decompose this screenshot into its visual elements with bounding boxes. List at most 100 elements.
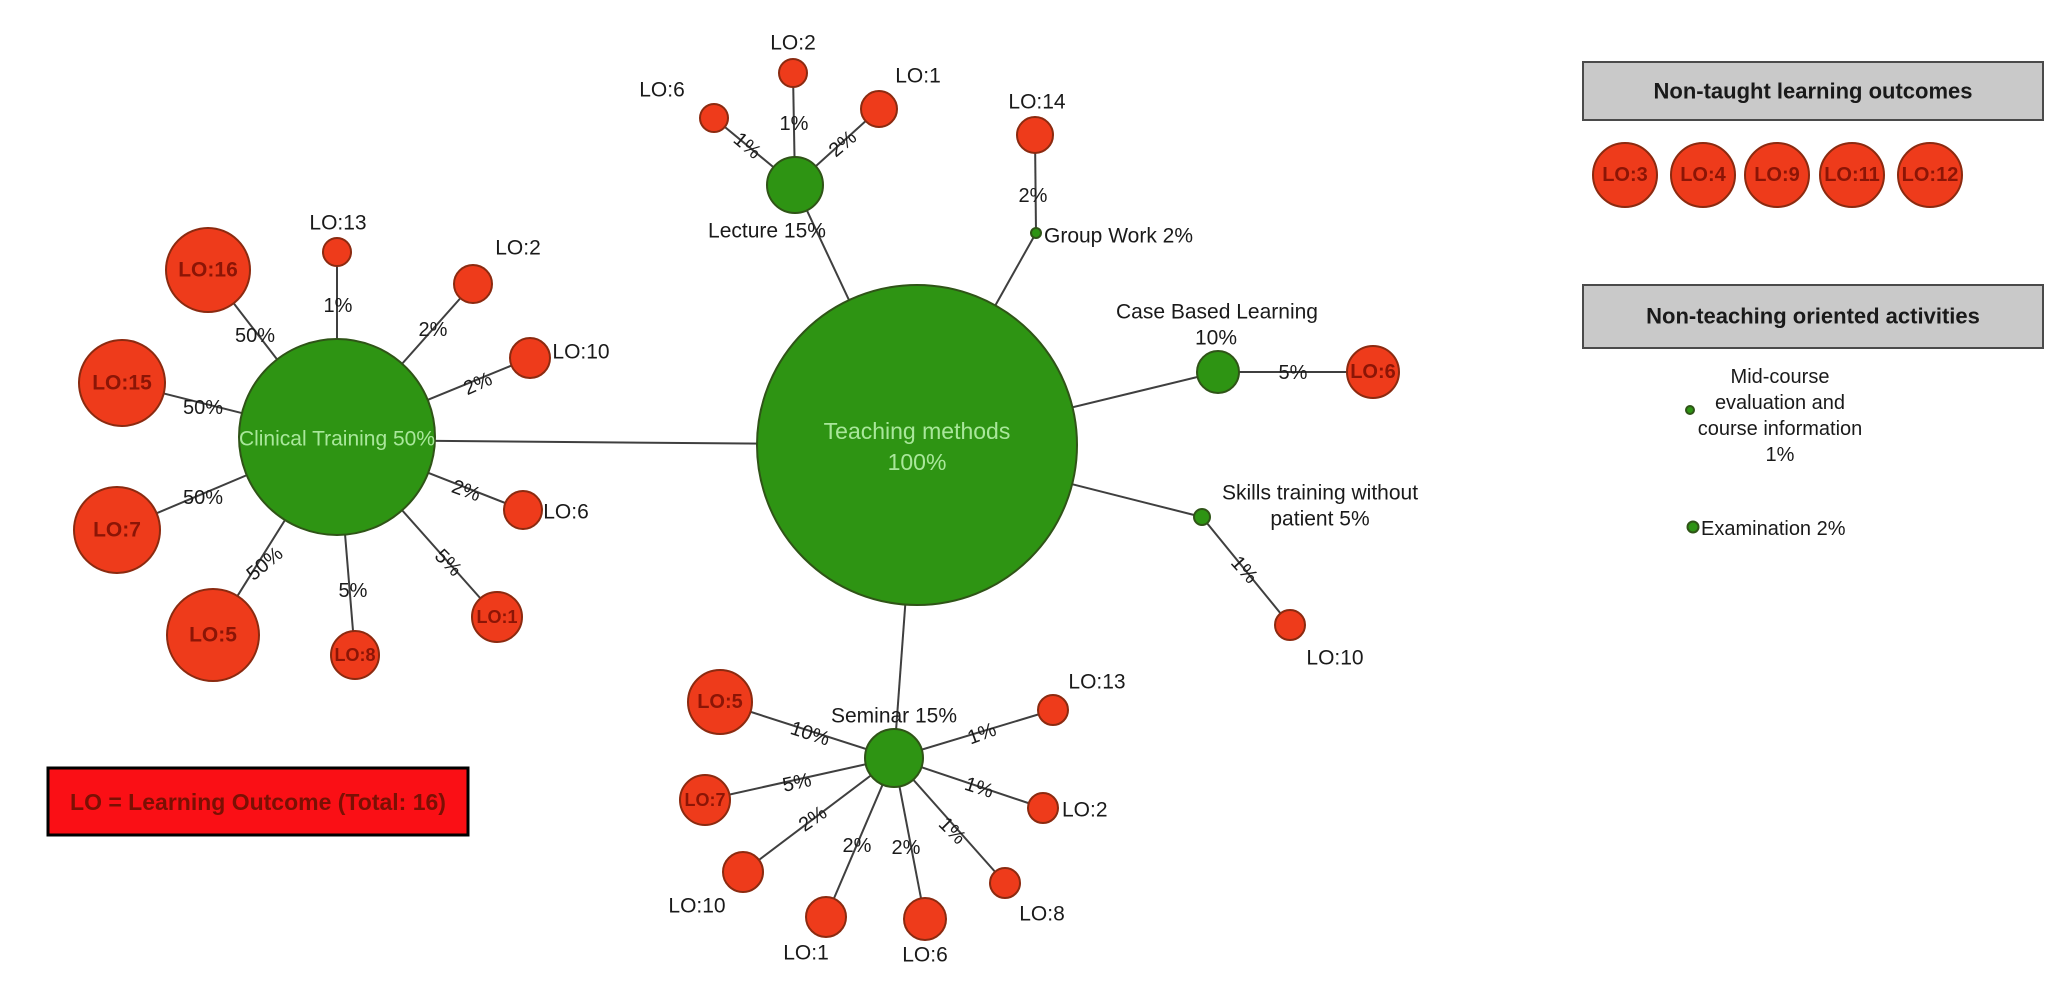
- node-seminar-lo13: [1037, 694, 1069, 726]
- mid-course-line1: Mid-course: [1731, 366, 1830, 388]
- clinical-lo6-pct: 2%: [449, 476, 484, 507]
- nontaught-lo9-label: LO:9: [1754, 164, 1800, 186]
- hub-nodes: [238, 156, 1700, 788]
- node-examination: [1686, 520, 1700, 534]
- seminar-lo2-label: LO:2: [1062, 799, 1108, 822]
- node-nontaught-lo3: [1592, 142, 1658, 208]
- clinical-lo13-label: LO:13: [309, 212, 366, 235]
- node-case-based-learning: [1196, 350, 1240, 394]
- non-taught-header: Non-taught learning outcomes: [1654, 79, 1973, 104]
- node-clinical-training: [238, 338, 436, 536]
- lo-nodes: [73, 58, 1963, 941]
- mid-course-line2: evaluation and: [1715, 392, 1845, 414]
- node-lecture: [766, 156, 824, 214]
- node-lecture-lo2: [778, 58, 808, 88]
- seminar-lo13-pct: 1%: [965, 719, 1000, 750]
- skills-label-line1: Skills training without: [1222, 482, 1418, 505]
- node-nontaught-lo9: [1744, 142, 1810, 208]
- node-group-work: [1030, 227, 1042, 239]
- node-clinical-lo5: [166, 588, 260, 682]
- clinical-lo13-pct: 1%: [324, 295, 353, 317]
- clinical-lo16-pct: 50%: [235, 325, 275, 347]
- lecture-lo1-pct: 2%: [825, 126, 861, 162]
- clinical-lo1-label: LO:1: [476, 607, 517, 627]
- non-taught-header-box: [1582, 61, 2044, 121]
- nontaught-lo12-label: LO:12: [1902, 164, 1959, 186]
- clinical-lo6-label: LO:6: [543, 501, 589, 524]
- node-nontaught-lo12: [1897, 142, 1963, 208]
- non-teaching-header: Non-teaching oriented activities: [1646, 304, 1980, 329]
- seminar-label: Seminar 15%: [831, 705, 957, 728]
- examination-label: Examination 2%: [1701, 518, 1846, 540]
- node-lecture-lo1: [860, 90, 898, 128]
- node-seminar-lo2: [1027, 792, 1059, 824]
- edge-seminar-lo10: [742, 757, 895, 873]
- node-seminar-lo1: [805, 896, 847, 938]
- clinical-lo8-label: LO:8: [334, 645, 375, 665]
- clinical-lo15-pct: 50%: [183, 397, 223, 419]
- lecture-lo2-pct: 1%: [780, 113, 809, 135]
- mid-course-pct: 1%: [1766, 444, 1795, 466]
- node-casebased-lo6: [1346, 345, 1400, 399]
- clinical-lo2-pct: 2%: [419, 319, 448, 341]
- casebased-lo6-pct: 5%: [1279, 362, 1308, 384]
- nontaught-lo4-label: LO:4: [1680, 164, 1726, 186]
- seminar-lo1-label: LO:1: [783, 942, 829, 965]
- lecture-lo1-label: LO:1: [895, 65, 941, 88]
- teaching-methods-pct: 100%: [888, 449, 947, 475]
- clinical-lo16-label: LO:16: [178, 259, 238, 282]
- node-clinical-lo6: [503, 490, 543, 530]
- seminar-lo10-pct: 2%: [795, 802, 831, 837]
- seminar-lo1-pct: 2%: [843, 835, 872, 857]
- node-lecture-lo6: [699, 103, 729, 133]
- skills-lo10-label: LO:10: [1306, 647, 1363, 670]
- seminar-lo13-label: LO:13: [1068, 671, 1125, 694]
- node-nontaught-lo11: [1819, 142, 1885, 208]
- node-nontaught-lo4: [1670, 142, 1736, 208]
- clinical-lo2-label: LO:2: [495, 237, 541, 260]
- seminar-lo5-pct: 10%: [788, 717, 833, 750]
- seminar-lo6-label: LO:6: [902, 944, 948, 967]
- node-clinical-lo10: [509, 337, 551, 379]
- clinical-lo10-label: LO:10: [552, 341, 609, 364]
- node-clinical-lo7: [73, 486, 161, 574]
- nontaught-lo3-label: LO:3: [1602, 164, 1648, 186]
- lecture-label: Lecture 15%: [708, 220, 826, 243]
- seminar-lo2-pct: 1%: [962, 773, 996, 803]
- group-work-label: Group Work 2%: [1044, 225, 1193, 248]
- seminar-lo8-label: LO:8: [1019, 903, 1065, 926]
- node-mid-course-evaluation: [1685, 405, 1695, 415]
- node-teaching-methods: [756, 284, 1078, 606]
- mid-course-line3: course information: [1698, 418, 1863, 440]
- node-seminar-lo5: [687, 669, 753, 735]
- node-seminar: [864, 728, 924, 788]
- case-based-label: Case Based Learning: [1116, 301, 1318, 324]
- groupwork-lo14-label: LO:14: [1008, 91, 1066, 114]
- node-clinical-lo1: [471, 591, 523, 643]
- node-seminar-lo6: [903, 897, 947, 941]
- teaching-methods-label: Teaching methods: [824, 418, 1011, 444]
- node-clinical-lo2: [453, 264, 493, 304]
- seminar-lo8-pct: 1%: [934, 813, 970, 849]
- clinical-lo5-pct: 50%: [243, 543, 288, 586]
- node-skills-training: [1193, 508, 1211, 526]
- node-groupwork-lo14: [1016, 116, 1054, 154]
- casebased-lo6-label: LO:6: [1350, 361, 1396, 383]
- lecture-lo2-label: LO:2: [770, 32, 816, 55]
- node-clinical-lo16: [165, 227, 251, 313]
- clinical-lo5-label: LO:5: [189, 624, 237, 647]
- node-seminar-lo10: [722, 851, 764, 893]
- clinical-training-label: Clinical Training 50%: [239, 428, 435, 451]
- groupwork-lo14-pct: 2%: [1019, 185, 1048, 207]
- lo-legend-text: LO = Learning Outcome (Total: 16): [70, 789, 446, 815]
- skills-label-line2: patient 5%: [1270, 508, 1369, 531]
- clinical-lo8-pct: 5%: [339, 580, 368, 602]
- seminar-lo6-pct: 2%: [892, 837, 921, 859]
- node-skills-lo10: [1274, 609, 1306, 641]
- case-based-pct: 10%: [1195, 327, 1237, 350]
- edge-skills-lo10: [1201, 516, 1291, 626]
- clinical-lo7-pct: 50%: [183, 487, 223, 509]
- node-clinical-lo15: [78, 339, 166, 427]
- lo-legend-box: [46, 766, 470, 837]
